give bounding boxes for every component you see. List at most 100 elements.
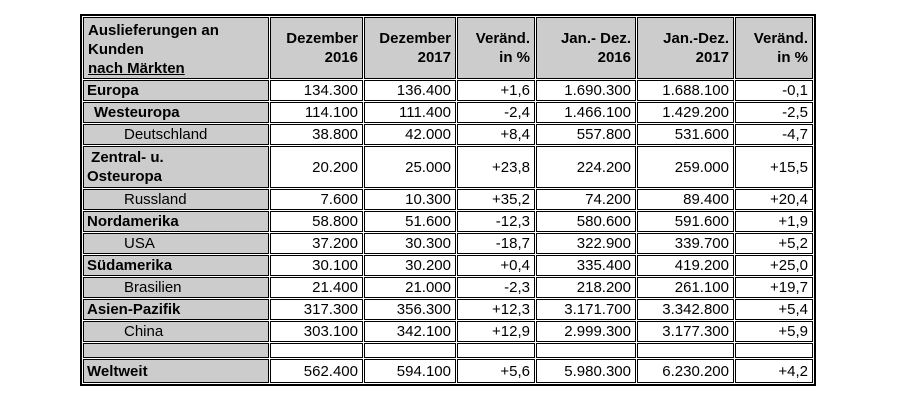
corner-header-cell: Auslieferungen an Kunden nach Märkten: [83, 17, 269, 79]
row-label: Deutschland: [83, 124, 269, 145]
value-cell: +5,6: [457, 359, 535, 383]
value-cell: 42.000: [364, 124, 456, 145]
value-cell: [735, 343, 813, 358]
value-cell: 58.800: [270, 211, 363, 232]
value-cell: [270, 343, 363, 358]
deliveries-by-market-table: Auslieferungen an Kunden nach Märkten De…: [80, 14, 816, 386]
row-label: USA: [83, 233, 269, 254]
col-header-jandez-2016: Jan.- Dez. 2016: [536, 17, 636, 79]
table-row-spacer: [83, 343, 813, 358]
value-cell: 531.600: [637, 124, 734, 145]
value-cell: [637, 343, 734, 358]
value-cell: -2,4: [457, 102, 535, 123]
value-cell: -18,7: [457, 233, 535, 254]
value-cell: 38.800: [270, 124, 363, 145]
table-header: Auslieferungen an Kunden nach Märkten De…: [83, 17, 813, 79]
table-row-china: China 303.100 342.100 +12,9 2.999.300 3.177.3…: [83, 321, 813, 342]
value-cell: 259.000: [637, 146, 734, 188]
col-header-jandez-2017: Jan.-Dez. 2017: [637, 17, 734, 79]
row-label: Südamerika: [83, 255, 269, 276]
value-cell: 591.600: [637, 211, 734, 232]
value-cell: 322.900: [536, 233, 636, 254]
row-label: [83, 343, 269, 358]
table-row-europa: Europa 134.300 136.400 +1,6 1.690.300 1.688.1…: [83, 80, 813, 101]
value-cell: 114.100: [270, 102, 363, 123]
value-cell: +12,9: [457, 321, 535, 342]
value-cell: [364, 343, 456, 358]
value-cell: 10.300: [364, 189, 456, 210]
corner-line-2: Kunden: [88, 41, 144, 58]
value-cell: 25.000: [364, 146, 456, 188]
value-cell: 1.429.200: [637, 102, 734, 123]
value-cell: 7.600: [270, 189, 363, 210]
value-cell: +25,0: [735, 255, 813, 276]
value-cell: 303.100: [270, 321, 363, 342]
value-cell: 356.300: [364, 299, 456, 320]
table-row-asien-pazifik: Asien-Pazifik 317.300 356.300 +12,3 3.171.70…: [83, 299, 813, 320]
value-cell: 218.200: [536, 277, 636, 298]
value-cell: 89.400: [637, 189, 734, 210]
corner-line-1: Auslieferungen an: [88, 22, 219, 39]
table-row-russland: Russland 7.600 10.300 +35,2 74.200 89.400 +20,…: [83, 189, 813, 210]
value-cell: [457, 343, 535, 358]
value-cell: -4,7: [735, 124, 813, 145]
value-cell: +0,4: [457, 255, 535, 276]
value-cell: 580.600: [536, 211, 636, 232]
value-cell: 74.200: [536, 189, 636, 210]
value-cell: 339.700: [637, 233, 734, 254]
value-cell: +8,4: [457, 124, 535, 145]
row-label: Westeuropa: [83, 102, 269, 123]
value-cell: +35,2: [457, 189, 535, 210]
row-label: Asien-Pazifik: [83, 299, 269, 320]
value-cell: 419.200: [637, 255, 734, 276]
table-row-nordamerika: Nordamerika 58.800 51.600 -12,3 580.600 591.6…: [83, 211, 813, 232]
value-cell: 21.000: [364, 277, 456, 298]
value-cell: +1,6: [457, 80, 535, 101]
value-cell: +15,5: [735, 146, 813, 188]
col-header-change-month: Veränd. in %: [457, 17, 535, 79]
value-cell: [536, 343, 636, 358]
header-row: Auslieferungen an Kunden nach Märkten De…: [83, 17, 813, 79]
table-row-südamerika: Südamerika 30.100 30.200 +0,4 335.400 419.200…: [83, 255, 813, 276]
value-cell: +1,9: [735, 211, 813, 232]
value-cell: 1.688.100: [637, 80, 734, 101]
value-cell: 30.300: [364, 233, 456, 254]
value-cell: 562.400: [270, 359, 363, 383]
value-cell: 111.400: [364, 102, 456, 123]
value-cell: 21.400: [270, 277, 363, 298]
value-cell: +4,2: [735, 359, 813, 383]
value-cell: +19,7: [735, 277, 813, 298]
value-cell: -0,1: [735, 80, 813, 101]
value-cell: +5,2: [735, 233, 813, 254]
value-cell: -12,3: [457, 211, 535, 232]
table-row-weltweit: Weltweit 562.400 594.100 +5,6 5.980.300 6.230…: [83, 359, 813, 383]
value-cell: 30.100: [270, 255, 363, 276]
table-body: Europa 134.300 136.400 +1,6 1.690.300 1.688.1…: [83, 80, 813, 383]
table-row-usa: USA 37.200 30.300 -18,7 322.900 339.700 +5,2: [83, 233, 813, 254]
value-cell: 136.400: [364, 80, 456, 101]
value-cell: 6.230.200: [637, 359, 734, 383]
value-cell: +5,4: [735, 299, 813, 320]
table-row-deutschland: Deutschland 38.800 42.000 +8,4 557.800 531.60…: [83, 124, 813, 145]
col-header-dez-2017: Dezember 2017: [364, 17, 456, 79]
row-label: Brasilien: [83, 277, 269, 298]
value-cell: 224.200: [536, 146, 636, 188]
value-cell: 1.690.300: [536, 80, 636, 101]
col-header-dez-2016: Dezember 2016: [270, 17, 363, 79]
value-cell: 2.999.300: [536, 321, 636, 342]
value-cell: 30.200: [364, 255, 456, 276]
table-row-westeuropa: Westeuropa 114.100 111.400 -2,4 1.466.100 1.4…: [83, 102, 813, 123]
value-cell: 5.980.300: [536, 359, 636, 383]
value-cell: 335.400: [536, 255, 636, 276]
value-cell: +5,9: [735, 321, 813, 342]
value-cell: 261.100: [637, 277, 734, 298]
value-cell: 1.466.100: [536, 102, 636, 123]
row-label: Russland: [83, 189, 269, 210]
value-cell: +20,4: [735, 189, 813, 210]
row-label: Nordamerika: [83, 211, 269, 232]
value-cell: 134.300: [270, 80, 363, 101]
table-row-brasilien: Brasilien 21.400 21.000 -2,3 218.200 261.100 +…: [83, 277, 813, 298]
value-cell: -2,3: [457, 277, 535, 298]
value-cell: -2,5: [735, 102, 813, 123]
value-cell: +12,3: [457, 299, 535, 320]
